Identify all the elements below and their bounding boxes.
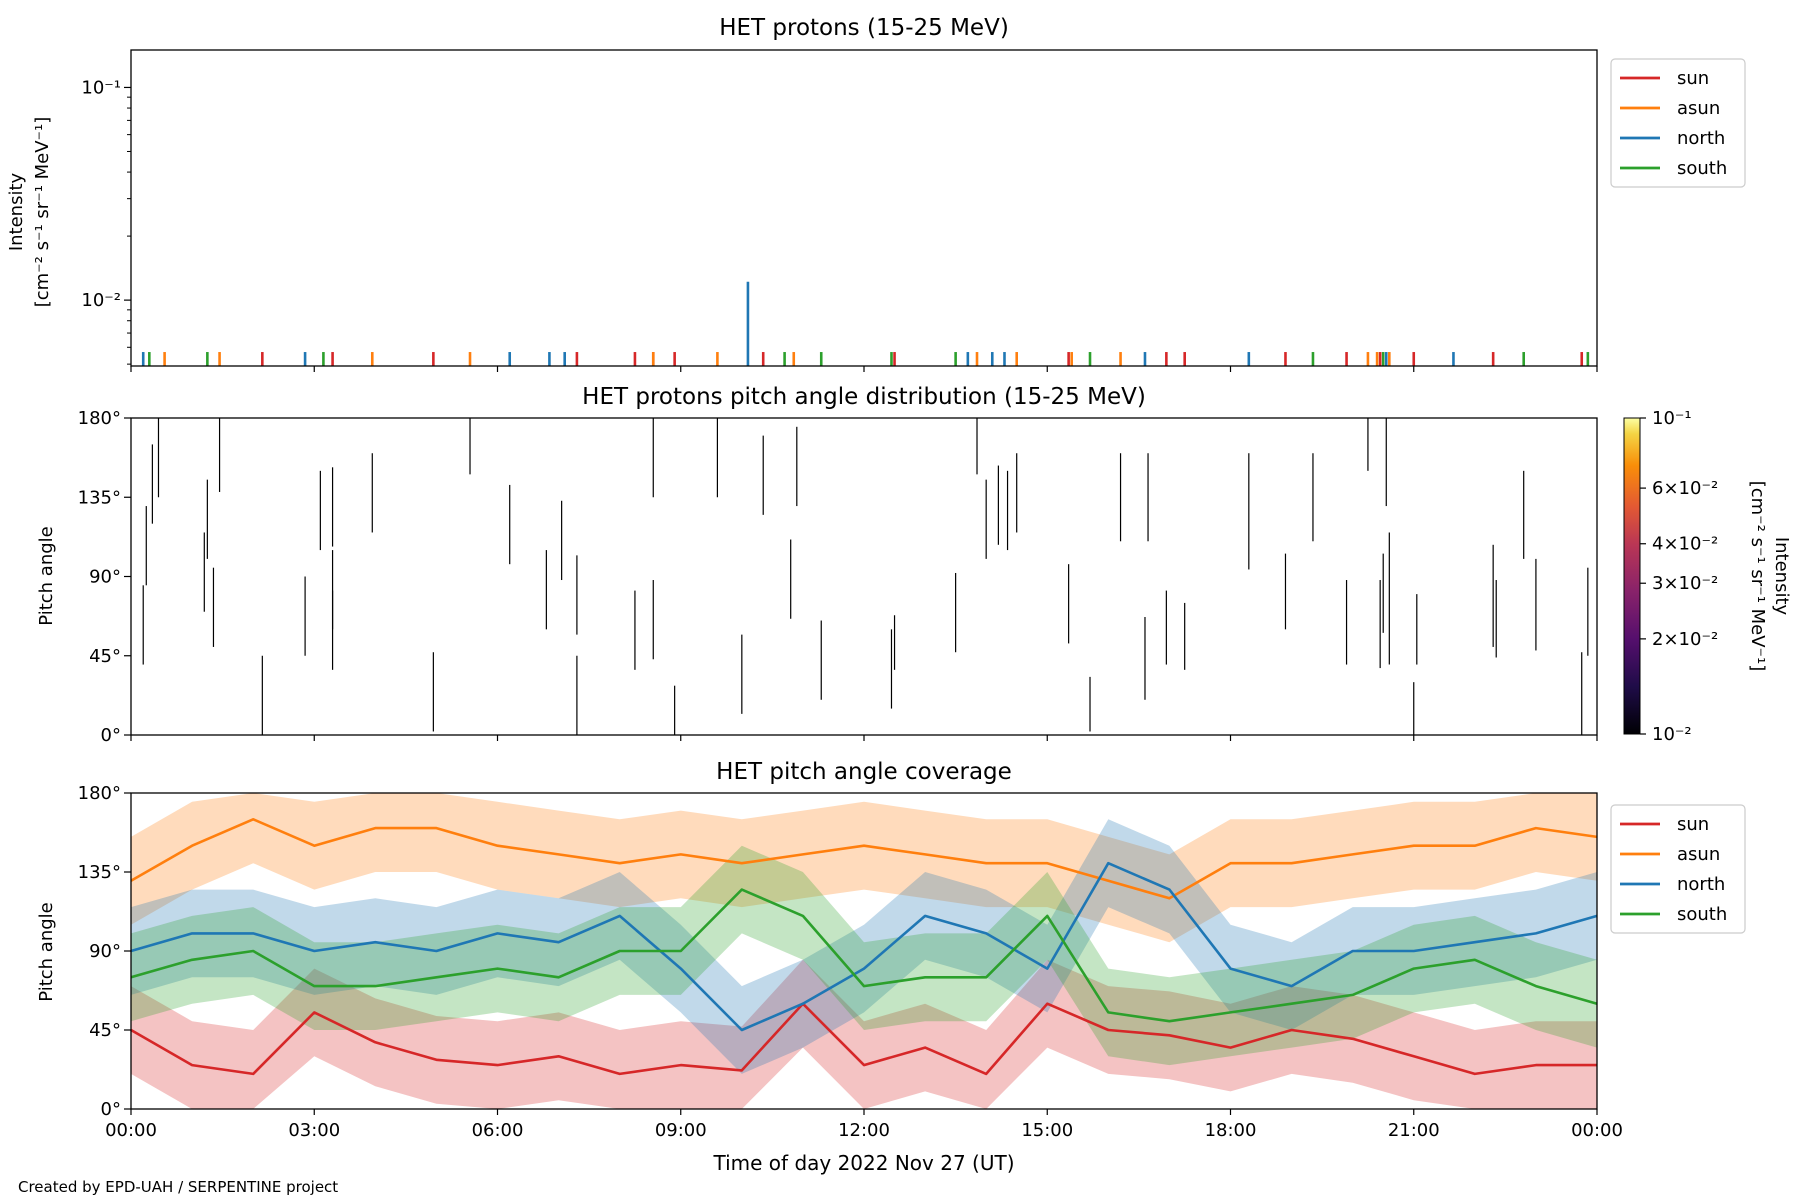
coverage-title: HET pitch angle coverage — [716, 759, 1012, 785]
x-tick-label: 03:00 — [288, 1120, 340, 1141]
coverage-axes-frame — [130, 792, 1598, 1110]
legend-label-sun: sun — [1677, 814, 1709, 835]
pad-y-ticks: 0° 45° 90° 135° 180° — [78, 408, 131, 746]
colorbar-tick-label: 10⁻² — [1652, 724, 1692, 745]
legend-label-asun: asun — [1677, 844, 1720, 865]
pad-title: HET protons pitch angle distribution (15… — [582, 384, 1146, 410]
intensity-panel: HET protons (15-25 MeV) Intensity [cm⁻² … — [6, 15, 1746, 372]
colorbar-tick-label: 4×10⁻² — [1652, 534, 1718, 555]
pad-x-ticks — [130, 735, 1598, 741]
coverage-line-north — [130, 861, 1598, 1032]
colorbar-tick-label: 3×10⁻² — [1652, 573, 1718, 594]
pad-axes-frame — [130, 417, 1598, 736]
colorbar-label-line2: [cm⁻² s⁻¹ sr⁻¹ MeV⁻¹] — [1747, 481, 1768, 672]
intensity-ylabel-line1: Intensity — [6, 172, 27, 251]
intensity-x-ticks — [130, 366, 1598, 372]
coverage-xlabel: Time of day 2022 Nov 27 (UT) — [713, 1151, 1015, 1175]
y-tick-label: 135° — [78, 862, 121, 883]
legend-label-sun: sun — [1677, 68, 1709, 89]
x-tick-label: 21:00 — [1388, 1120, 1440, 1141]
intensity-y-ticks: 10⁻² 10⁻¹ — [81, 77, 131, 365]
x-tick-label: 15:00 — [1021, 1120, 1073, 1141]
intensity-bars — [141, 281, 1590, 366]
coverage-band-sun — [131, 959, 1597, 1109]
intensity-legend: sun asun north south — [1610, 58, 1746, 188]
coverage-line-asun — [130, 817, 1598, 900]
pitch-angle-coverage-panel: HET pitch angle coverage Pitch angle 0° 4… — [36, 759, 1746, 1175]
coverage-ylabel: Pitch angle — [36, 902, 57, 1001]
pad-segments — [142, 418, 1589, 735]
x-tick-label: 12:00 — [838, 1120, 890, 1141]
legend-label-south: south — [1677, 904, 1727, 925]
y-tick-label: 0° — [101, 725, 121, 746]
x-tick-label: 06:00 — [472, 1120, 524, 1141]
x-tick-label: 00:00 — [105, 1120, 157, 1141]
legend-label-south: south — [1677, 158, 1727, 179]
legend-label-north: north — [1677, 128, 1725, 149]
colorbar-label-line1: Intensity — [1771, 537, 1792, 616]
credit-text: Created by EPD-UAH / SERPENTINE project — [18, 1178, 339, 1196]
y-tick-label: 0° — [101, 1099, 121, 1120]
coverage-band-north — [131, 819, 1597, 1074]
intensity-title: HET protons (15-25 MeV) — [719, 15, 1009, 41]
coverage-lines — [130, 793, 1598, 1109]
y-tick-label: 90° — [89, 567, 121, 588]
y-tick-label: 135° — [78, 487, 121, 508]
x-tick-label: 00:00 — [1571, 1120, 1623, 1141]
colorbar-tick-label: 2×10⁻² — [1652, 629, 1718, 650]
coverage-x-ticks: 00:00 03:00 06:00 09:00 12:00 15:00 18:00 21:00… — [105, 1109, 1623, 1141]
colorbar-tick-label: 10⁻¹ — [1652, 408, 1692, 429]
colorbar — [1623, 417, 1641, 735]
pitch-angle-distribution-panel: HET protons pitch angle distribution (15… — [36, 384, 1792, 746]
intensity-axes-frame — [130, 49, 1598, 367]
coverage-legend: sun asun north south — [1610, 804, 1746, 934]
y-tick-label: 10⁻² — [81, 290, 121, 311]
y-tick-label: 180° — [78, 408, 121, 429]
coverage-band-asun — [131, 793, 1597, 943]
y-tick-label: 180° — [78, 783, 121, 804]
x-tick-label: 18:00 — [1205, 1120, 1257, 1141]
y-tick-label: 45° — [89, 1020, 121, 1041]
legend-label-north: north — [1677, 874, 1725, 895]
legend-frame — [1610, 804, 1746, 934]
y-tick-label: 10⁻¹ — [81, 77, 121, 98]
y-tick-label: 90° — [89, 941, 121, 962]
coverage-line-south — [130, 888, 1598, 1023]
coverage-line-sun — [130, 1002, 1597, 1076]
intensity-ylabel-line2: [cm⁻² s⁻¹ sr⁻¹ MeV⁻¹] — [32, 117, 53, 308]
y-tick-label: 45° — [89, 646, 121, 667]
pad-ylabel: Pitch angle — [36, 526, 57, 625]
colorbar-tick-label: 6×10⁻² — [1652, 478, 1718, 499]
coverage-y-ticks: 0° 45° 90° 135° 180° — [78, 783, 131, 1120]
legend-label-asun: asun — [1677, 98, 1720, 119]
colorbar-ticks: 10⁻² 2×10⁻² 3×10⁻² 4×10⁻² 6×10⁻² 10⁻¹ — [1640, 408, 1718, 745]
coverage-band-south — [131, 845, 1597, 1066]
x-tick-label: 09:00 — [655, 1120, 707, 1141]
legend-frame — [1610, 58, 1746, 188]
